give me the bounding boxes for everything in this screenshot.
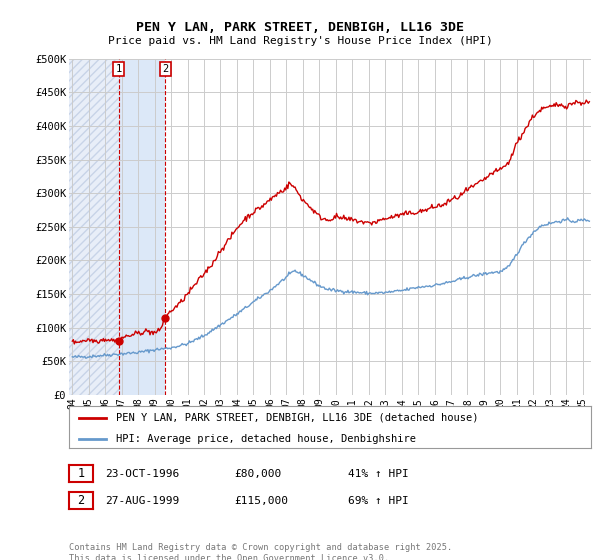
Text: Price paid vs. HM Land Registry's House Price Index (HPI): Price paid vs. HM Land Registry's House … xyxy=(107,36,493,46)
Text: £115,000: £115,000 xyxy=(234,496,288,506)
Text: 27-AUG-1999: 27-AUG-1999 xyxy=(105,496,179,506)
Text: HPI: Average price, detached house, Denbighshire: HPI: Average price, detached house, Denb… xyxy=(116,434,416,444)
Text: 2: 2 xyxy=(77,494,85,507)
Text: Contains HM Land Registry data © Crown copyright and database right 2025.
This d: Contains HM Land Registry data © Crown c… xyxy=(69,543,452,560)
Text: 23-OCT-1996: 23-OCT-1996 xyxy=(105,469,179,479)
Text: 2: 2 xyxy=(162,64,169,74)
Text: PEN Y LAN, PARK STREET, DENBIGH, LL16 3DE: PEN Y LAN, PARK STREET, DENBIGH, LL16 3D… xyxy=(136,21,464,34)
Text: PEN Y LAN, PARK STREET, DENBIGH, LL16 3DE (detached house): PEN Y LAN, PARK STREET, DENBIGH, LL16 3D… xyxy=(116,413,478,423)
Text: 41% ↑ HPI: 41% ↑ HPI xyxy=(348,469,409,479)
Text: 1: 1 xyxy=(115,64,122,74)
Text: 1: 1 xyxy=(77,467,85,480)
Text: £80,000: £80,000 xyxy=(234,469,281,479)
Text: 69% ↑ HPI: 69% ↑ HPI xyxy=(348,496,409,506)
Bar xyxy=(119,59,166,395)
